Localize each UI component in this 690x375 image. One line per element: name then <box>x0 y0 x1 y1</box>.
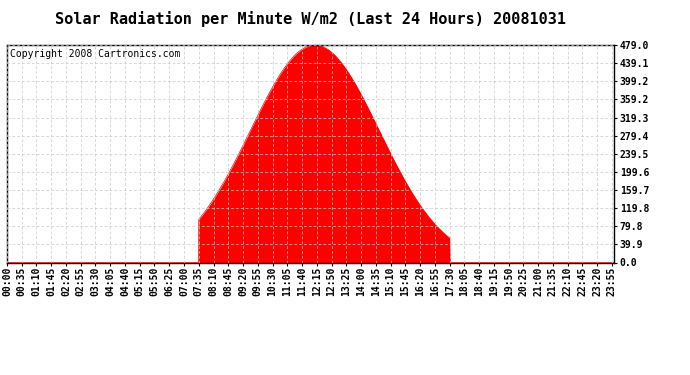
Text: Copyright 2008 Cartronics.com: Copyright 2008 Cartronics.com <box>10 50 180 59</box>
Text: Solar Radiation per Minute W/m2 (Last 24 Hours) 20081031: Solar Radiation per Minute W/m2 (Last 24… <box>55 11 566 27</box>
